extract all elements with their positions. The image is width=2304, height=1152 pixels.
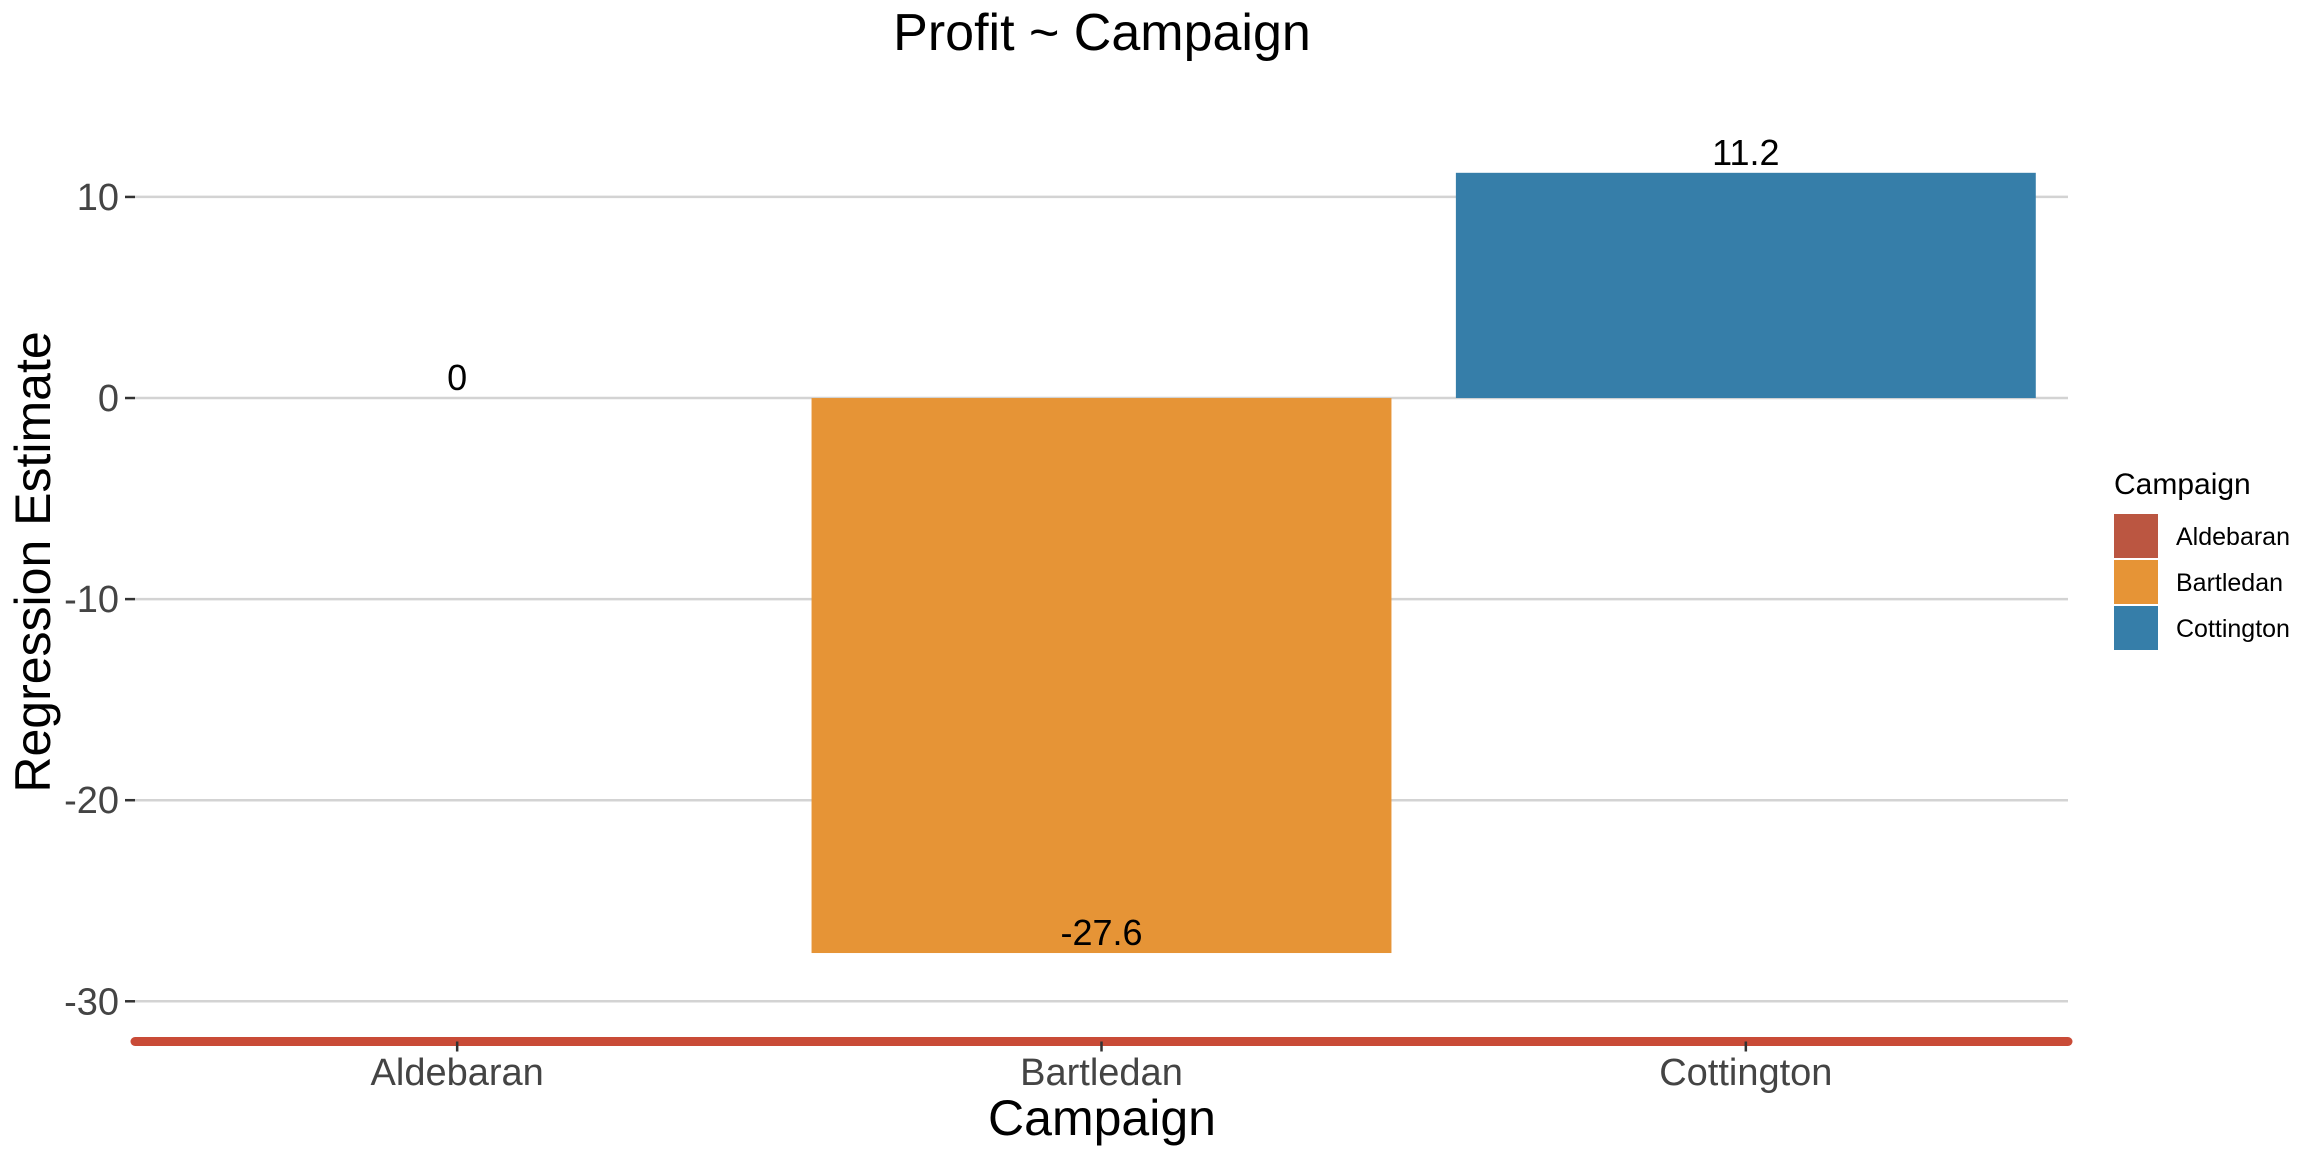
bar-cottington [1455,172,2036,399]
y-tick-label: -20 [64,780,119,822]
y-tick-label: -10 [64,579,119,621]
legend-label: Cottington [2176,615,2290,643]
x-tick-label: Bartledan [1020,1052,1183,1094]
x-axis-title: Campaign [988,1090,1216,1146]
legend-title: Campaign [2114,468,2251,501]
y-axis: 10 0 -10 -20 -30 [64,177,135,1023]
legend-swatch-cottington [2114,606,2158,650]
x-axis: Aldebaran Bartledan Cottington [130,1037,2073,1094]
legend: Campaign Aldebaran Bartledan Cottington [2114,468,2290,650]
legend-swatch-aldebaran [2114,514,2158,558]
y-axis-title: Regression Estimate [5,331,61,792]
y-tick-label: -30 [64,981,119,1023]
y-tick-label: 10 [77,177,119,219]
data-label: 11.2 [1712,132,1779,173]
x-tick-label: Cottington [1659,1052,1832,1094]
bar-bartledan [811,398,1392,954]
data-label: 0 [447,357,467,398]
chart-title: Profit ~ Campaign [893,4,1311,62]
legend-label: Aldebaran [2176,523,2290,551]
y-tick-label: 0 [98,378,119,420]
data-labels: 0 -27.6 11.2 [447,132,1779,953]
legend-swatch-bartledan [2114,560,2158,604]
legend-label: Bartledan [2176,569,2283,597]
data-label: -27.6 [1060,912,1142,953]
bars [811,172,2036,954]
x-tick-label: Aldebaran [371,1052,544,1094]
